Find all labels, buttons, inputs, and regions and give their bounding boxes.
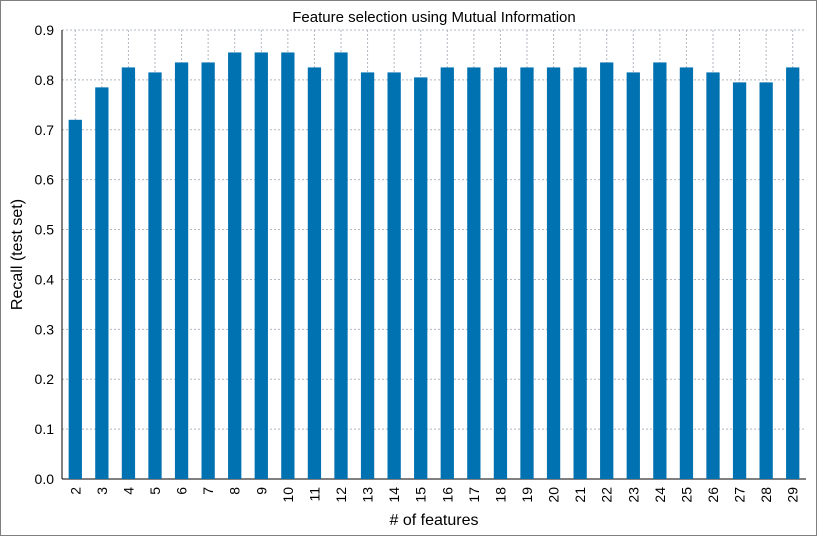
bar [281, 52, 295, 479]
x-tick-label: 6 [174, 487, 190, 495]
x-tick-label: 23 [625, 487, 641, 503]
x-tick-label: 4 [120, 487, 136, 495]
axes [61, 30, 806, 480]
x-tick-label: 26 [705, 487, 721, 503]
x-tick-label: 7 [200, 487, 216, 495]
bar [706, 72, 720, 480]
x-tick-label: 24 [652, 487, 668, 503]
bar [520, 67, 534, 480]
x-tick-label: 27 [732, 487, 748, 503]
x-tick-label: 11 [306, 487, 322, 502]
x-tick-label: 16 [439, 487, 455, 503]
x-tick-label: 14 [386, 487, 402, 503]
x-tick-label: 18 [492, 487, 508, 503]
y-tick-label: 0.4 [35, 271, 55, 287]
bar [440, 67, 454, 480]
bar [653, 62, 667, 480]
bar [732, 82, 747, 479]
bar [334, 52, 348, 479]
x-tick-label: 20 [546, 487, 562, 503]
x-tick-label: 12 [333, 487, 349, 503]
bar [573, 67, 587, 480]
y-tick-label: 0.5 [35, 222, 55, 238]
bar [360, 72, 375, 480]
x-tick-label: 3 [94, 487, 110, 495]
bar [121, 67, 136, 480]
bar [626, 72, 640, 480]
bar [148, 72, 162, 480]
x-tick-label: 8 [227, 487, 243, 495]
x-tick-label: 5 [147, 487, 163, 495]
bar [679, 67, 694, 480]
y-tick-label: 0.3 [35, 321, 55, 337]
bar [414, 77, 428, 480]
y-tick-label: 0.2 [35, 371, 55, 387]
x-tick-label: 2 [67, 487, 83, 495]
y-tick-label: 0.9 [35, 22, 55, 38]
x-tick-label: 22 [599, 487, 615, 503]
x-tick-label: 29 [785, 487, 801, 503]
y-tick-label: 0.8 [35, 72, 55, 88]
y-axis-title: Recall (test set) [9, 199, 26, 310]
bar [174, 62, 189, 480]
bar [201, 62, 215, 480]
bar [759, 82, 773, 479]
y-tick-labels: 0.0 0.1 0.2 0.3 0.4 0.5 0.6 0.7 0.8 0.9 [35, 22, 55, 487]
bar [307, 67, 322, 480]
bar [467, 67, 481, 480]
x-tick-label: 21 [572, 487, 588, 503]
chart-title: Feature selection using Mutual Informati… [292, 9, 575, 26]
bar [95, 87, 109, 479]
grid-lines [62, 29, 806, 479]
x-tick-label: 15 [413, 487, 429, 503]
x-tick-label: 25 [678, 487, 694, 503]
bar [546, 67, 561, 480]
bars [68, 52, 800, 480]
y-tick-label: 0.7 [35, 122, 55, 138]
bar [600, 62, 614, 480]
y-tick-label: 0.0 [35, 471, 55, 487]
x-tick-label: 28 [758, 487, 774, 503]
bar [387, 72, 401, 480]
x-tick-labels: 2 3 4 5 6 7 8 9 10 11 12 13 14 15 16 17 18 19 20 21 22 23 24 25… [67, 487, 800, 503]
x-axis-title: # of features [390, 512, 479, 529]
x-tick-label: 17 [466, 487, 482, 503]
x-tick-label: 9 [253, 487, 269, 495]
bar [68, 119, 82, 480]
x-tick-label: 13 [360, 487, 376, 503]
x-tick-label: 10 [280, 487, 296, 503]
bar [493, 67, 508, 480]
bar [254, 52, 268, 479]
bar [228, 52, 242, 479]
bar [786, 67, 800, 480]
y-tick-label: 0.1 [35, 421, 55, 437]
x-tick-label: 19 [519, 487, 535, 503]
y-tick-label: 0.6 [35, 172, 55, 188]
